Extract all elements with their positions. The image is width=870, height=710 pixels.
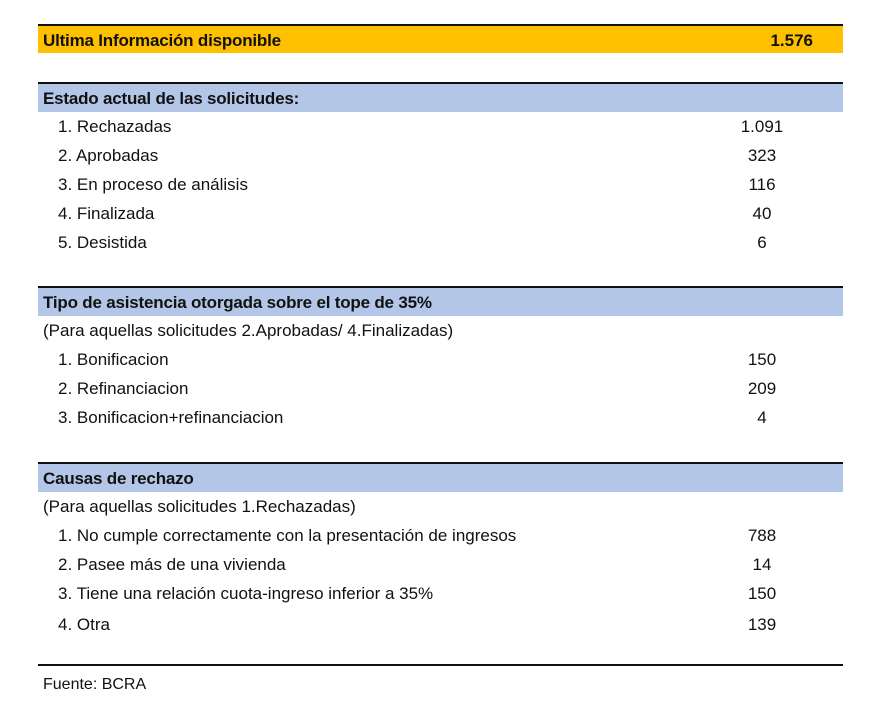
table-row: 3. En proceso de análisis 116: [38, 171, 843, 200]
section-header-tipo-asistencia: Tipo de asistencia otorgada sobre el top…: [38, 286, 843, 316]
row-label: 4. Otra: [58, 615, 110, 634]
row-label: 4. Finalizada: [58, 204, 155, 223]
row-label: 1. Rechazadas: [58, 117, 172, 136]
table-row: 4. Finalizada 40: [38, 200, 843, 229]
section-note: (Para aquellas solicitudes 1.Rechazadas): [38, 493, 843, 522]
row-value: 209: [747, 379, 777, 398]
footer-rule: [38, 664, 843, 666]
section-header-causas-rechazo: Causas de rechazo: [38, 462, 843, 492]
row-value: 788: [747, 526, 777, 545]
section-title: Estado actual de las solicitudes:: [43, 89, 300, 108]
table-row: 2. Pasee más de una vivienda 14: [38, 551, 843, 580]
row-value: 4: [757, 408, 767, 427]
row-value: 40: [752, 204, 772, 223]
summary-label: Ultima Información disponible: [43, 31, 281, 50]
source-note: Fuente: BCRA: [43, 676, 147, 693]
row-label: 3. En proceso de análisis: [58, 175, 248, 194]
table-row: 1. Rechazadas 1.091: [38, 113, 843, 142]
row-value: 116: [748, 175, 776, 194]
row-label: 5. Desistida: [58, 233, 147, 252]
table-row: 1. Bonificacion 150: [38, 346, 843, 375]
table-row: 3. Tiene una relación cuota-ingreso infe…: [38, 580, 843, 609]
summary-value: 1.576: [770, 31, 813, 50]
row-label: 1. No cumple correctamente con la presen…: [58, 526, 517, 545]
note-text: (Para aquellas solicitudes 2.Aprobadas/ …: [43, 321, 454, 340]
row-value: 6: [757, 233, 767, 252]
row-value: 323: [747, 146, 777, 165]
row-label: 2. Pasee más de una vivienda: [58, 555, 286, 574]
row-value: 139: [747, 615, 777, 634]
table-row: 1. No cumple correctamente con la presen…: [38, 522, 843, 551]
table-row: 3. Bonificacion+refinanciacion 4: [38, 404, 843, 433]
row-value: 150: [747, 584, 777, 603]
section-note: (Para aquellas solicitudes 2.Aprobadas/ …: [38, 317, 843, 346]
row-value: 14: [752, 555, 772, 574]
section-title: Tipo de asistencia otorgada sobre el top…: [43, 293, 432, 312]
row-label: 2. Refinanciacion: [58, 379, 189, 398]
table-row: 4. Otra 139: [38, 611, 843, 640]
summary-band: Ultima Información disponible 1.576: [38, 24, 843, 53]
row-label: 3. Bonificacion+refinanciacion: [58, 408, 284, 427]
note-text: (Para aquellas solicitudes 1.Rechazadas): [43, 497, 356, 516]
row-value: 1.091: [740, 117, 784, 136]
row-label: 2. Aprobadas: [58, 146, 159, 165]
row-value: 150: [747, 350, 777, 369]
table-row: 2. Aprobadas 323: [38, 142, 843, 171]
table-row: 2. Refinanciacion 209: [38, 375, 843, 404]
section-title: Causas de rechazo: [43, 469, 194, 488]
table-row: 5. Desistida 6: [38, 229, 843, 258]
row-label: 3. Tiene una relación cuota-ingreso infe…: [58, 584, 434, 603]
row-label: 1. Bonificacion: [58, 350, 169, 369]
section-header-estado: Estado actual de las solicitudes:: [38, 82, 843, 112]
